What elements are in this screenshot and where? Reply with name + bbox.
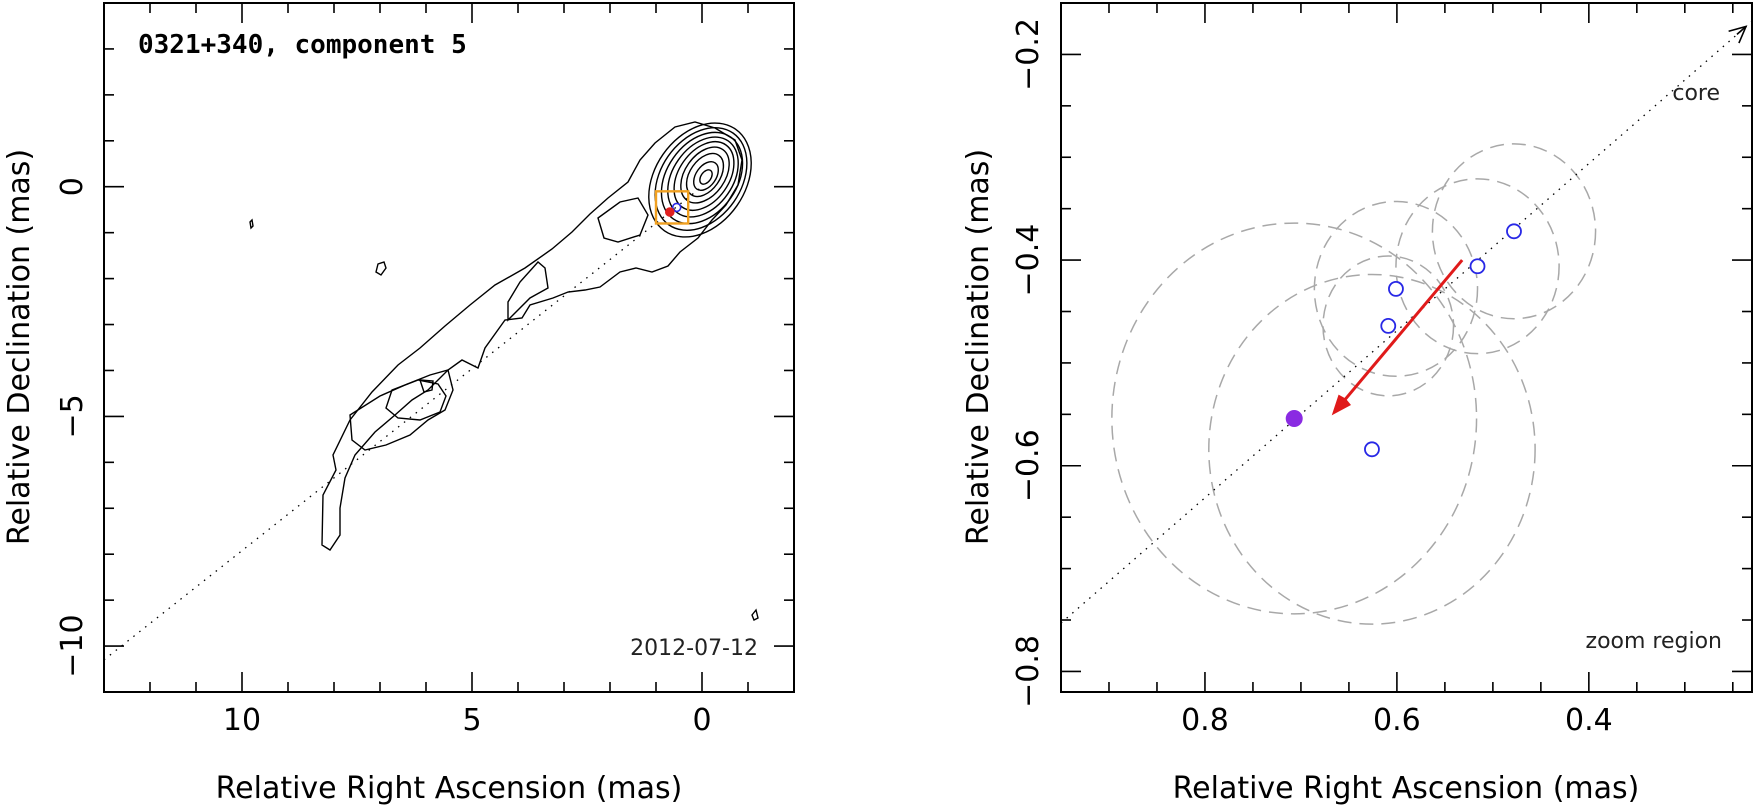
core-direction-arrow <box>1728 25 1748 44</box>
component-point <box>1380 318 1397 334</box>
right-plot-frame <box>1060 2 1753 693</box>
error-circle <box>1208 273 1536 625</box>
x-tick-label: 10 <box>223 703 261 738</box>
left-x-axis-label: Relative Right Ascension (mas) <box>216 771 683 806</box>
velocity-arrow <box>1331 259 1464 416</box>
jet-axis-line <box>103 186 703 661</box>
left-y-ticks: 0 −5 −10 <box>55 2 794 693</box>
velocity-arrowhead <box>1331 394 1352 416</box>
component-point <box>1506 223 1522 240</box>
left-panel: 10 5 0 0 −5 −10 0321+340, component 5 2012-0… <box>2 2 795 806</box>
x-tick-label: 0.6 <box>1373 703 1421 738</box>
left-y-axis-label: Relative Declination (mas) <box>2 149 37 545</box>
component-marker <box>671 202 682 213</box>
component-points <box>1285 223 1522 458</box>
error-circles <box>1111 143 1597 625</box>
y-tick-label: −0.2 <box>1011 18 1046 91</box>
y-tick-label: −0.8 <box>1011 635 1046 708</box>
x-tick-label: 0 <box>692 703 711 738</box>
right-x-axis-label: Relative Right Ascension (mas) <box>1173 771 1640 806</box>
y-tick-label: 0 <box>55 177 90 196</box>
y-tick-label: −10 <box>55 614 90 677</box>
right-y-axis-label: Relative Declination (mas) <box>961 149 996 545</box>
error-circle <box>1395 178 1560 355</box>
component-point <box>1469 258 1486 275</box>
epoch-label: 2012-07-12 <box>630 636 758 661</box>
x-tick-label: 0.4 <box>1565 703 1613 738</box>
core-arrowhead <box>1728 25 1748 44</box>
core-label: core <box>1672 81 1720 106</box>
y-tick-label: −5 <box>55 394 90 438</box>
error-circle <box>1431 143 1597 320</box>
core-arrow-stem <box>1736 25 1747 35</box>
error-circle <box>1322 255 1455 397</box>
right-panel: 0.8 0.6 0.4 −0.2 −0.4 −0.6 −0.8 core zoom reg… <box>961 2 1753 806</box>
left-title: 0321+340, component 5 <box>138 30 467 60</box>
component-point <box>1388 280 1404 297</box>
error-circle <box>1313 200 1479 378</box>
error-circle <box>1111 222 1478 615</box>
x-tick-label: 5 <box>462 703 481 738</box>
y-tick-label: −0.4 <box>1011 224 1046 297</box>
zoom-region-box <box>654 190 690 225</box>
component-marker <box>664 207 675 217</box>
right-y-ticks: −0.2 −0.4 −0.6 −0.8 <box>1011 2 1752 708</box>
y-tick-label: −0.6 <box>1011 429 1046 502</box>
contour-map <box>249 121 759 621</box>
left-plot-frame <box>103 2 795 693</box>
zoom-region-label: zoom region <box>1586 629 1722 654</box>
jet-axis-line-zoom <box>1061 21 1752 624</box>
x-tick-label: 0.8 <box>1181 703 1229 738</box>
velocity-arrow-shaft <box>1344 259 1464 400</box>
component-markers <box>664 202 682 217</box>
component-point <box>1364 441 1380 458</box>
current-component-point <box>1285 409 1303 427</box>
right-x-ticks: 0.8 0.6 0.4 <box>1060 3 1734 738</box>
left-x-ticks: 10 5 0 <box>103 3 795 738</box>
